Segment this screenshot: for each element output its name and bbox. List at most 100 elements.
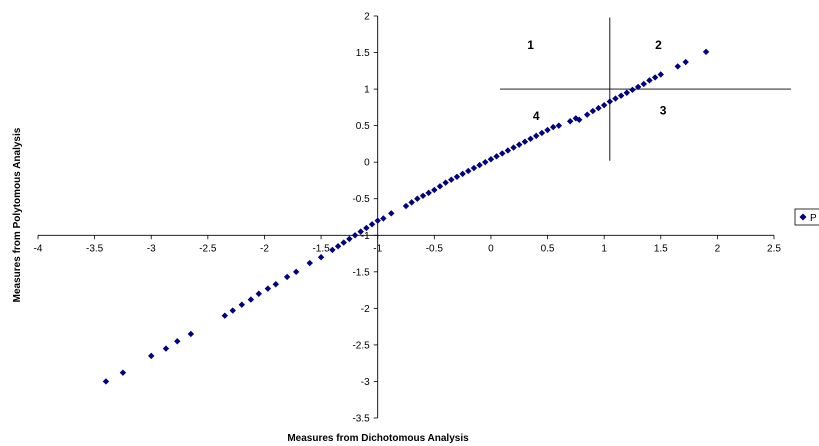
data-point: [419, 192, 427, 200]
data-point: [550, 123, 557, 131]
x-tick-label: 0.5: [541, 243, 555, 254]
y-axis-ticks: 2 1.5 1 0.5 0 -0.5 -1 -1.5 -2 -2.5 -3 -3.5: [352, 12, 378, 425]
y-tick-label: -2: [361, 304, 370, 315]
data-point: [606, 98, 614, 105]
data-point: [651, 74, 659, 81]
y-tick-label: -1.5: [352, 267, 370, 278]
data-point: [576, 116, 583, 123]
data-point: [674, 63, 681, 70]
data-point: [493, 153, 500, 160]
data-point: [470, 164, 478, 172]
data-point: [544, 126, 551, 134]
y-tick-label: -2.5: [352, 340, 370, 351]
data-point: [346, 235, 353, 243]
data-point: [702, 48, 710, 56]
data-point: [453, 173, 461, 180]
data-point: [334, 243, 342, 250]
data-point: [408, 199, 415, 206]
data-point: [682, 58, 689, 66]
y-tick-label: -3: [361, 377, 370, 388]
reference-lines: [499, 17, 791, 161]
x-tick-label: -2.5: [199, 243, 217, 254]
y-tick-label: 1.5: [356, 48, 370, 59]
data-point: [363, 224, 370, 232]
data-point: [612, 95, 619, 102]
quadrant-labels: 1 2 3 4: [527, 38, 666, 123]
data-point: [431, 186, 438, 194]
data-point: [357, 228, 364, 235]
legend-box: [794, 208, 819, 226]
data-point: [162, 345, 170, 352]
data-point: [119, 369, 127, 376]
x-tick-label: 1.5: [654, 243, 668, 254]
data-point: [516, 141, 523, 148]
x-tick-label: 2.5: [767, 243, 781, 254]
data-point: [448, 176, 455, 183]
quadrant-label: 3: [660, 104, 667, 118]
data-point: [436, 183, 444, 190]
y-tick-label: 2: [364, 12, 370, 23]
x-axis-title: Measures from Dichotomous Analysis: [287, 433, 469, 444]
data-point: [459, 170, 466, 178]
data-point: [255, 290, 262, 297]
x-tick-label: 2: [715, 243, 721, 254]
x-tick-label: -1.5: [312, 243, 330, 254]
data-points: [102, 48, 710, 385]
data-point: [247, 296, 255, 303]
x-tick-label: -4: [34, 243, 43, 254]
data-point: [657, 71, 664, 78]
data-point: [425, 189, 432, 197]
data-point: [374, 217, 381, 224]
y-tick-label: 1: [364, 85, 370, 96]
legend: P: [794, 208, 819, 226]
y-tick-label: -3.5: [352, 414, 370, 425]
data-point: [442, 179, 449, 186]
data-point: [229, 307, 236, 314]
data-point: [148, 352, 155, 360]
data-point: [499, 150, 506, 157]
data-point: [583, 111, 591, 118]
data-point: [351, 232, 359, 239]
x-tick-label: 1: [601, 243, 607, 254]
data-point: [600, 101, 608, 109]
axes: [38, 16, 774, 418]
x-tick-label: 0: [488, 243, 494, 254]
data-point: [634, 83, 642, 91]
x-tick-label: -3: [147, 243, 156, 254]
y-tick-label: -0.5: [352, 194, 370, 205]
data-point: [617, 92, 625, 99]
data-point: [629, 86, 636, 94]
data-point: [283, 273, 291, 281]
data-point: [510, 144, 517, 151]
data-point: [623, 89, 630, 96]
data-point: [555, 122, 563, 129]
x-tick-label: -1: [373, 243, 382, 254]
x-tick-label: -0.5: [426, 243, 444, 254]
quadrant-label: 4: [533, 109, 540, 123]
data-point: [272, 281, 279, 288]
y-axis-title: Measures from Polytomous Analysis: [12, 127, 23, 302]
y-tick-label: 0.5: [356, 121, 370, 132]
data-point: [388, 210, 395, 217]
data-point: [340, 239, 347, 246]
data-point: [487, 156, 495, 163]
data-point: [504, 147, 512, 154]
quadrant-label: 2: [655, 38, 662, 52]
data-point: [465, 167, 472, 175]
data-point: [306, 259, 313, 267]
data-point: [187, 330, 195, 338]
x-tick-label: -3.5: [86, 243, 104, 254]
legend-marker: [799, 213, 807, 221]
data-point: [380, 215, 387, 222]
data-point: [566, 118, 574, 125]
data-point: [329, 246, 336, 254]
data-point: [317, 254, 325, 261]
data-point: [174, 338, 181, 345]
y-tick-label: 0: [364, 158, 370, 169]
data-point: [482, 158, 489, 166]
data-point: [476, 161, 483, 169]
data-point: [533, 132, 540, 140]
data-point: [238, 301, 246, 308]
data-point: [595, 104, 602, 112]
